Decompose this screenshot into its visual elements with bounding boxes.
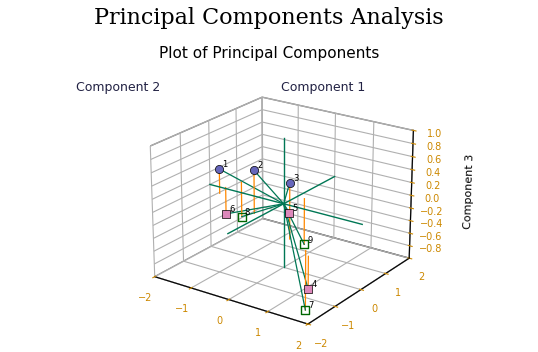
Text: Component 1: Component 1: [281, 81, 365, 94]
Text: Component 2: Component 2: [76, 81, 160, 94]
Text: Principal Components Analysis: Principal Components Analysis: [94, 7, 444, 29]
Text: Plot of Principal Components: Plot of Principal Components: [159, 46, 379, 61]
